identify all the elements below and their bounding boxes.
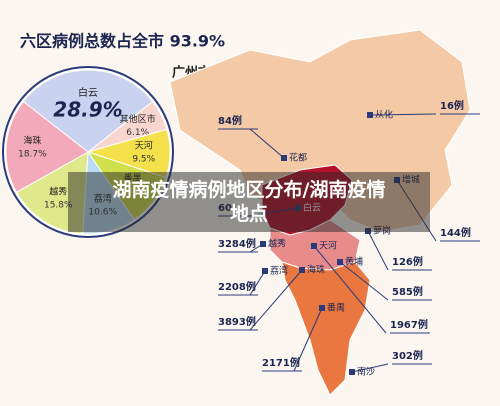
leader-line [293,307,323,372]
case-count: 3284例 [218,237,256,250]
case-count: 1967例 [390,318,428,331]
pie-title: 六区病例总数占全市 93.9% [20,32,225,51]
caption: 湖南疫情病例地区分布/湖南疫情地点 [112,179,386,225]
leader-line [249,269,303,331]
leader-line [369,113,437,116]
pie-slice [5,100,89,193]
region-dot [299,267,305,273]
case-count: 302例 [392,349,423,362]
region-dot [260,241,266,247]
leader-line [313,245,387,334]
region-name: 番禺 [327,302,345,314]
case-count: 16例 [440,99,464,112]
leader-line [351,363,389,373]
region-name: 黄埔 [345,256,363,268]
region-dot [262,268,268,274]
region-dot [319,305,325,311]
region-name: 越秀 [268,238,286,250]
pie-value-label: 6.1% [126,128,149,138]
pie-category: 海珠 [23,134,41,146]
region-name: 南沙 [357,366,375,378]
region-dot [281,155,287,161]
pie-category: 其他区市 [120,113,156,125]
case-count: 3893例 [218,315,256,328]
region-name: 海珠 [307,264,325,276]
pie-category: 白云 [78,86,98,99]
region-name: 花都 [289,152,307,164]
map-south [281,261,371,396]
region-dot [337,259,343,265]
pie-value-label: 28.9% [53,97,122,121]
region-dot [349,369,355,375]
pie-slice [22,69,154,153]
region-name: 从化 [375,109,393,121]
region-name: 荔湾 [270,265,288,277]
case-count: 126例 [392,255,423,268]
region-name: 天河 [319,240,337,252]
leader-line [249,270,266,296]
caption-band: 湖南疫情病例地区分布/湖南疫情地点 [68,172,430,232]
pie-value-label: 18.7% [18,149,47,159]
leader-line [339,261,389,301]
pie-value-label: 15.8% [44,201,73,211]
leader-line [367,230,389,271]
region-dot [367,112,373,118]
pie-category: 越秀 [49,186,67,198]
case-count: 2171例 [262,356,300,369]
case-count: 2208例 [218,280,256,293]
case-count: 144例 [440,226,471,239]
leader-line [249,128,285,159]
case-count: 585例 [392,285,423,298]
case-count: 84例 [218,114,242,127]
pie-value-label: 9.5% [132,155,155,165]
pie-category: 天河 [135,140,153,152]
region-dot [311,243,317,249]
